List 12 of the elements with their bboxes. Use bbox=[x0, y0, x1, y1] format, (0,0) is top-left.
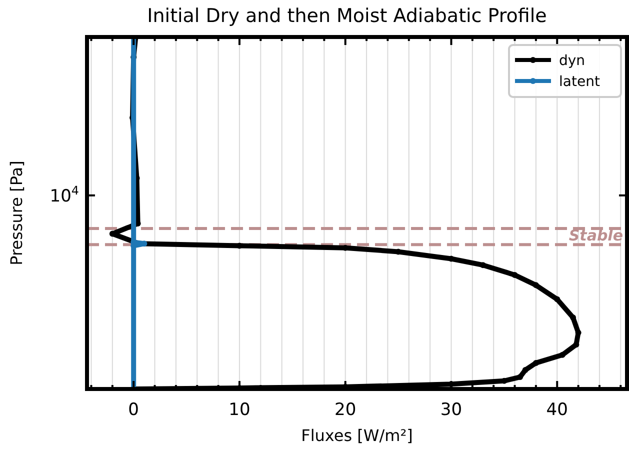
y-axis-title: Pressure [Pa] bbox=[7, 160, 26, 266]
legend-label: latent bbox=[559, 74, 600, 90]
x-tick-label: 30 bbox=[440, 400, 462, 420]
text: 10$^{4}$ bbox=[50, 183, 79, 206]
chart-title: Initial Dry and then Moist Adiabatic Profile bbox=[147, 5, 547, 27]
x-tick-label: 10 bbox=[228, 400, 250, 420]
x-axis-title: Fluxes [W/m²] bbox=[301, 426, 413, 445]
x-tick-label: 0 bbox=[128, 400, 139, 420]
legend-label: dyn bbox=[559, 53, 586, 69]
x-tick-label: 40 bbox=[546, 400, 568, 420]
x-tick-label: 20 bbox=[334, 400, 356, 420]
ref-line-label: Stable bbox=[568, 226, 623, 245]
